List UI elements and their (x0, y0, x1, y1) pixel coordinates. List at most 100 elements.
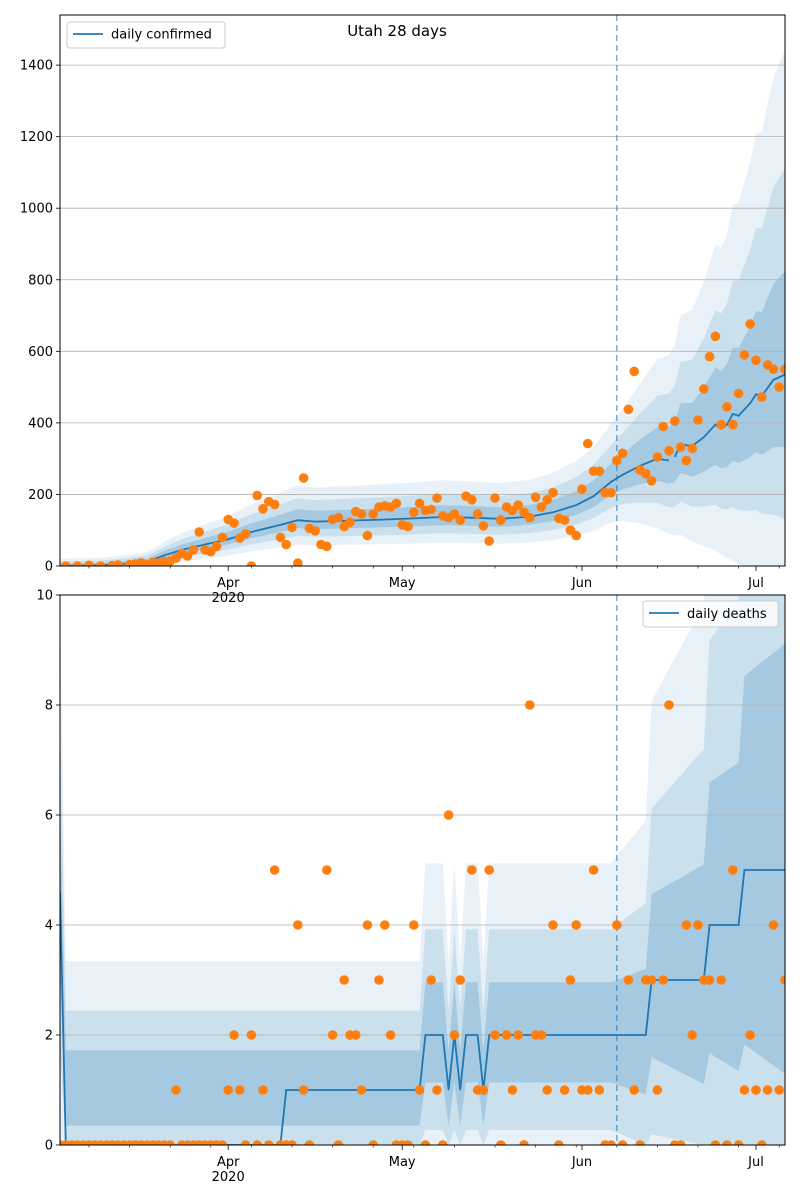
confirmed-data-point (113, 560, 123, 566)
deaths-data-point (426, 975, 437, 985)
confirmed-y-tick-label: 200 (28, 488, 53, 503)
confirmed-data-point (293, 558, 303, 566)
deaths-data-point (623, 975, 634, 985)
deaths-data-point (751, 1085, 761, 1095)
confirmed-data-point (513, 500, 523, 511)
deaths-data-point (704, 975, 715, 985)
deaths-data-point (165, 1140, 175, 1145)
deaths-data-point (792, 1140, 800, 1150)
deaths-data-point (380, 920, 390, 930)
deaths-data-point (681, 920, 692, 930)
confirmed-uncertainty-bands (60, 50, 785, 566)
confirmed-data-point (188, 545, 199, 555)
confirmed-data-point (612, 455, 622, 466)
deaths-band-2 (60, 595, 785, 1145)
deaths-data-point (664, 700, 674, 710)
deaths-data-point (507, 1085, 518, 1095)
confirmed-data-point (792, 319, 800, 329)
deaths-data-point (403, 1140, 413, 1145)
confirmed-data-point (757, 392, 767, 402)
deaths-data-point (780, 975, 785, 985)
deaths-data-point (443, 810, 454, 820)
deaths-data-point (362, 920, 373, 930)
deaths-line-series (60, 869, 785, 1145)
confirmed-y-tick-label: 1400 (20, 59, 53, 74)
confirmed-data-point (577, 484, 587, 494)
deaths-data-point (490, 1030, 500, 1040)
deaths-data-point (322, 865, 332, 875)
confirmed-data-point (733, 388, 744, 399)
deaths-data-point (635, 1140, 645, 1145)
confirmed-data-point (478, 521, 489, 531)
deaths-data-point (542, 1085, 552, 1095)
deaths-data-point (571, 920, 581, 930)
confirmed-data-point (530, 492, 541, 503)
deaths-data-point (252, 1140, 262, 1145)
deaths-data-point (484, 865, 495, 875)
confirmed-data-point (345, 517, 355, 528)
deaths-data-point (617, 1140, 628, 1145)
deaths-data-point (351, 1030, 361, 1040)
confirmed-data-point (252, 490, 262, 501)
deaths-data-point (722, 1140, 732, 1145)
deaths-data-point (235, 1085, 245, 1095)
confirmed-y-tick-label: 0 (45, 560, 53, 575)
confirmed-data-point (496, 515, 506, 525)
confirmed-data-point (368, 509, 379, 519)
confirmed-data-point (182, 551, 193, 561)
deaths-y-tick-label: 6 (45, 809, 53, 824)
confirmed-data-point (704, 351, 715, 362)
confirmed-data-point (739, 350, 750, 360)
deaths-data-point (513, 1030, 523, 1040)
deaths-y-tick-label: 8 (45, 699, 53, 714)
deaths-data-point (728, 865, 738, 875)
deaths-y-tick-label: 4 (45, 919, 53, 934)
confirmed-data-point (490, 493, 500, 503)
confirmed-data-point (681, 455, 692, 466)
confirmed-band-2 (60, 168, 785, 566)
confirmed-data-point (333, 512, 344, 523)
deaths-data-point (171, 1085, 181, 1095)
deaths-data-point (658, 975, 668, 985)
confirmed-y-tick-label: 400 (28, 416, 53, 431)
confirmed-x-tick-sublabel: 2020 (212, 591, 245, 606)
confirmed-data-point (310, 526, 321, 536)
confirmed-data-point (606, 487, 616, 498)
confirmed-data-point (542, 495, 552, 505)
confirmed-y-tick-label: 1000 (20, 202, 53, 217)
confirmed-y-ticks: 0 200 400 600 800 1000 1200 1400 (20, 59, 60, 575)
confirmed-x-tick-label: Jul (747, 576, 764, 591)
confirmed-data-point (467, 495, 477, 505)
confirmed-data-point (211, 541, 222, 552)
deaths-data-point (768, 920, 779, 930)
deaths-data-point (304, 1140, 315, 1145)
deaths-data-point (583, 1085, 593, 1095)
confirmed-x-tick-label: Apr (217, 576, 240, 591)
deaths-data-point (629, 1085, 639, 1095)
confirmed-line-segment-1 (60, 457, 670, 566)
chart-title: Utah 28 days (347, 22, 447, 40)
confirmed-axes-frame (59, 14, 786, 567)
confirmed-data-point (194, 527, 204, 537)
deaths-legend: daily deaths (642, 600, 779, 628)
confirmed-data-point (548, 487, 558, 498)
confirmed-data-point (472, 509, 483, 519)
confirmed-data-point (693, 415, 703, 425)
deaths-data-point (432, 1085, 442, 1095)
confirmed-data-point (774, 382, 784, 392)
confirmed-data-point (484, 536, 495, 546)
deaths-x-tick-label: Jul (747, 1155, 764, 1170)
confirmed-data-point (629, 366, 639, 377)
deaths-data-point (449, 1030, 460, 1040)
confirmed-data-point (269, 499, 280, 510)
confirmed-data-point (675, 442, 686, 453)
deaths-data-point (612, 920, 622, 930)
deaths-data-point (374, 975, 384, 985)
deaths-data-point (327, 1030, 338, 1040)
confirmed-data-point (623, 404, 634, 415)
deaths-data-point (339, 975, 350, 985)
confirmed-data-point (84, 560, 94, 566)
confirmed-data-point (652, 452, 663, 462)
